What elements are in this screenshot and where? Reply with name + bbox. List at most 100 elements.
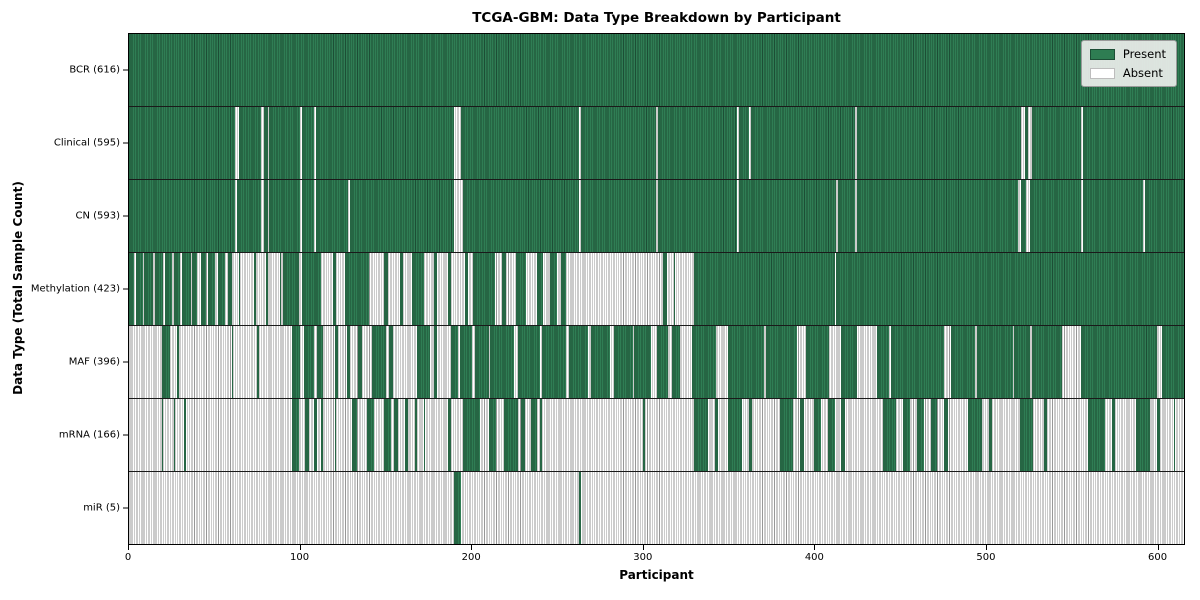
present-segment: [238, 107, 261, 179]
present-segment: [236, 180, 261, 252]
present-segment: [269, 107, 301, 179]
present-segment: [728, 399, 743, 471]
present-segment: [423, 399, 426, 471]
present-segment: [394, 399, 398, 471]
present-segment: [464, 253, 469, 325]
present-segment: [1136, 399, 1150, 471]
present-segment: [264, 107, 268, 179]
present-segment: [367, 399, 374, 471]
present-segment: [663, 253, 667, 325]
present-segment: [944, 399, 948, 471]
ytick-label-cn: CN (593): [75, 210, 120, 222]
present-segment: [231, 326, 234, 398]
present-segment: [656, 326, 669, 398]
absent-swatch-icon: [1089, 67, 1115, 79]
present-segment: [540, 399, 542, 471]
present-segment: [320, 399, 323, 471]
present-segment: [447, 253, 451, 325]
band-cn: [129, 180, 1184, 253]
present-segment: [462, 399, 481, 471]
present-segment: [521, 399, 525, 471]
present-segment: [404, 399, 409, 471]
present-segment: [266, 253, 268, 325]
present-segment: [916, 399, 924, 471]
present-segment: [164, 253, 172, 325]
present-segment: [269, 180, 301, 252]
present-segment: [301, 180, 314, 252]
present-segment: [694, 253, 835, 325]
present-segment: [903, 399, 910, 471]
present-segment: [301, 107, 314, 179]
present-segment: [433, 253, 438, 325]
band-bcr: [129, 34, 1184, 107]
ytick-mark: [123, 507, 128, 509]
present-segment: [334, 399, 337, 471]
present-segment: [750, 107, 856, 179]
present-segment: [841, 326, 857, 398]
present-segment: [591, 326, 611, 398]
present-segment: [372, 326, 386, 398]
present-segment: [144, 253, 153, 325]
present-segment: [291, 326, 301, 398]
present-segment: [129, 107, 236, 179]
ytick-mark: [123, 69, 128, 71]
present-segment: [1088, 399, 1106, 471]
present-segment: [738, 107, 749, 179]
xtick-mark: [299, 545, 301, 550]
present-segment: [301, 253, 321, 325]
present-segment: [560, 253, 566, 325]
present-segment: [838, 180, 856, 252]
present-segment: [550, 253, 558, 325]
present-segment: [291, 399, 299, 471]
present-segment: [384, 399, 392, 471]
present-segment: [658, 107, 737, 179]
present-segment: [1156, 399, 1161, 471]
present-segment: [182, 253, 191, 325]
present-segment: [349, 180, 455, 252]
legend-entry-absent: Absent: [1089, 66, 1166, 80]
present-segment: [1031, 107, 1082, 179]
present-segment: [358, 326, 362, 398]
present-segment: [738, 180, 837, 252]
present-segment: [836, 253, 1184, 325]
present-segment: [254, 253, 256, 325]
legend: Present Absent: [1080, 40, 1177, 87]
present-segment: [283, 253, 299, 325]
legend-entry-present: Present: [1089, 47, 1166, 61]
chart-title: TCGA-GBM: Data Type Breakdown by Partici…: [472, 10, 841, 26]
present-segment: [228, 253, 232, 325]
ytick-label-methylation: Methylation (423): [30, 283, 120, 295]
present-segment: [748, 399, 753, 471]
present-segment: [951, 326, 976, 398]
present-segment: [305, 399, 309, 471]
present-segment: [1144, 180, 1184, 252]
ytick-label-maf: MAF (396): [68, 356, 120, 368]
present-segment: [613, 326, 633, 398]
ytick-label-mrna: mRNA (166): [58, 429, 120, 441]
present-segment: [692, 326, 717, 398]
present-segment: [1021, 180, 1027, 252]
present-segment: [488, 399, 496, 471]
ytick-label-clinical: Clinical (595): [53, 137, 120, 149]
xtick-label-500: 500: [976, 552, 996, 563]
present-segment: [930, 399, 938, 471]
legend-label-absent: Absent: [1122, 66, 1163, 80]
present-segment: [541, 326, 566, 398]
present-segment: [315, 107, 455, 179]
present-segment: [1082, 180, 1143, 252]
present-segment: [129, 253, 135, 325]
present-segment: [346, 326, 350, 398]
present-segment: [129, 180, 236, 252]
present-segment: [411, 253, 424, 325]
present-segment: [1081, 326, 1157, 398]
present-segment: [183, 399, 186, 471]
present-segment: [673, 253, 676, 325]
present-segment: [176, 326, 179, 398]
xtick-label-300: 300: [633, 552, 653, 563]
present-segment: [459, 326, 472, 398]
xtick-label-100: 100: [290, 552, 310, 563]
present-segment: [642, 399, 645, 471]
present-segment: [814, 399, 821, 471]
present-segment: [634, 326, 652, 398]
